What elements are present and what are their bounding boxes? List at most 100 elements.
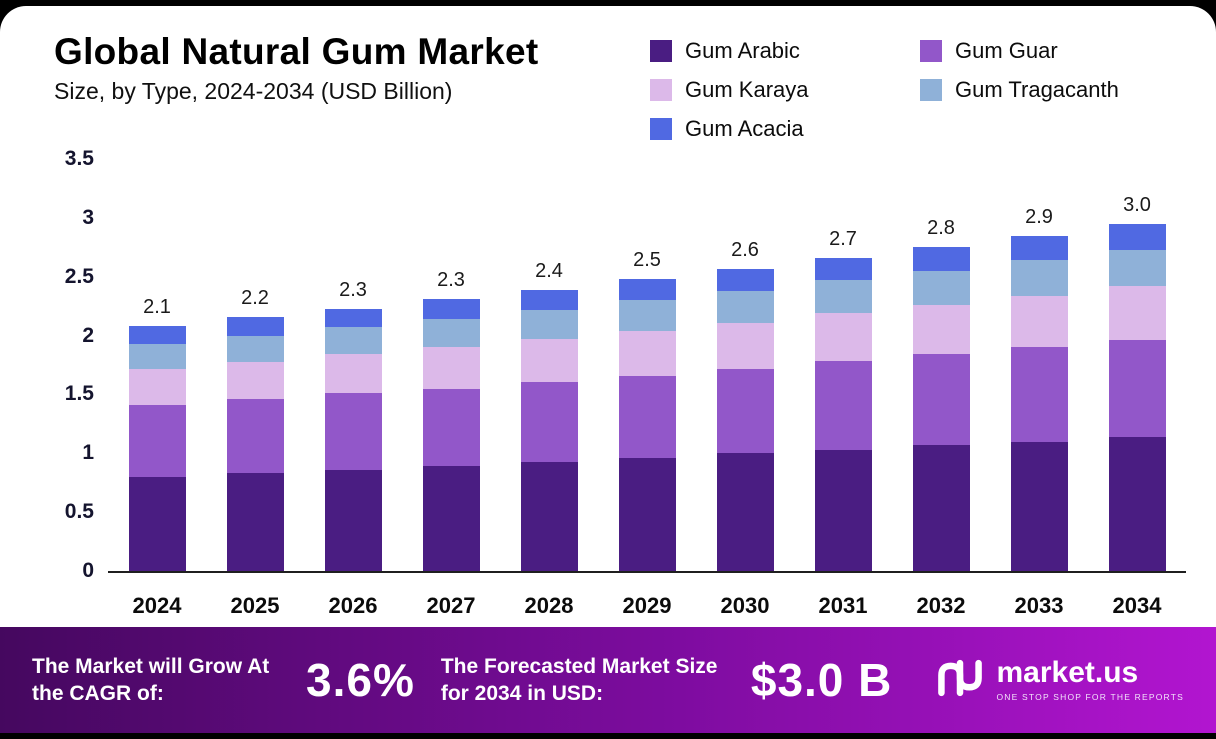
bar-segment [814, 361, 872, 450]
bar-segment [324, 393, 382, 470]
plot-area: 2.1 2.2 2.3 2.3 2.4 2.5 2.6 2.7 2.8 2.9 3.0 [108, 159, 1186, 573]
x-axis: 2024 2025 2026 2027 2028 2029 2030 2031 2032 2033… [108, 573, 1186, 619]
bar-stack [422, 299, 480, 571]
bar-total-label: 3.0 [1123, 193, 1151, 216]
bar-segment [422, 299, 480, 320]
bar-segment [814, 313, 872, 362]
legend-swatch [920, 79, 942, 101]
bar-segment [1108, 340, 1166, 437]
bar-slot: 2.8 [892, 159, 990, 571]
bar-segment [520, 339, 578, 382]
legend-item: Gum Acacia [650, 116, 920, 142]
bar-segment [618, 300, 676, 331]
bar-column: 3.0 [1108, 193, 1166, 571]
chart-card: Global Natural Gum Market Size, by Type,… [0, 6, 1216, 627]
bar-column: 2.3 [422, 269, 480, 571]
bar-segment [716, 322, 774, 369]
y-tick-label: 3 [82, 205, 94, 229]
legend-label: Gum Tragacanth [955, 77, 1119, 102]
bar-segment [912, 354, 970, 446]
legend-swatch [650, 118, 672, 140]
brand-text: market.us ONE STOP SHOP FOR THE REPORTS [996, 656, 1184, 703]
legend-item: Gum Tragacanth [920, 77, 1190, 103]
x-tick-label: 2027 [426, 593, 476, 618]
bar-segment [618, 330, 676, 376]
legend-label: Gum Acacia [685, 116, 804, 141]
bar-slot: 2.5 [598, 159, 696, 571]
bar-segment [1108, 249, 1166, 287]
bar-segment [226, 335, 284, 362]
bar-column: 2.8 [912, 217, 970, 571]
bar-segment [128, 343, 186, 369]
bar-segment [1010, 295, 1068, 348]
bar-segment [520, 381, 578, 462]
bar-segment [1010, 347, 1068, 442]
bar-segment [618, 279, 676, 301]
bar-column: 2.9 [1010, 206, 1068, 571]
bar-segment [128, 405, 186, 477]
bar-stack [618, 279, 676, 571]
bar-segment [1108, 286, 1166, 341]
chart-header: Global Natural Gum Market Size, by Type,… [0, 6, 1216, 155]
bar-column: 2.1 [128, 296, 186, 571]
legend-label: Gum Karaya [685, 77, 809, 102]
bar-slot: 3.0 [1088, 159, 1186, 571]
title-block: Global Natural Gum Market Size, by Type,… [54, 31, 539, 105]
bar-stack [1108, 223, 1166, 571]
page-title: Global Natural Gum Market [54, 31, 539, 72]
legend-item: Gum Guar [920, 38, 1190, 64]
x-tick-label: 2029 [622, 593, 672, 618]
legend-item: Gum Karaya [650, 77, 920, 103]
x-tick-label: 2025 [230, 593, 280, 618]
legend-label: Gum Guar [955, 38, 1058, 63]
bar-segment [912, 247, 970, 271]
bar-slot: 2.6 [696, 159, 794, 571]
legend-label: Gum Arabic [685, 38, 800, 63]
y-axis: 3.5 3 2.5 2 1.5 1 0.5 0 [46, 147, 98, 582]
bar-segment [520, 461, 578, 571]
x-tick-label: 2026 [328, 593, 378, 618]
bar-stack [324, 308, 382, 571]
bar-segment [814, 257, 872, 281]
bar-segment [912, 270, 970, 305]
bar-segment [716, 268, 774, 291]
bar-total-label: 2.5 [633, 249, 661, 272]
bar-segment [814, 280, 872, 314]
brand-name: market.us [996, 656, 1139, 689]
bar-segment [324, 308, 382, 328]
bar-segment [128, 476, 186, 571]
bar-stack [226, 316, 284, 571]
bar-total-label: 2.3 [339, 278, 367, 301]
bar-segment [618, 458, 676, 571]
bar-stack [814, 257, 872, 571]
bar-stack [520, 289, 578, 571]
bar-total-label: 2.1 [143, 296, 171, 319]
bar-segment [716, 290, 774, 323]
bar-slot: 2.7 [794, 159, 892, 571]
bar-segment [912, 445, 970, 571]
brand-logo: market.us ONE STOP SHOP FOR THE REPORTS [934, 657, 1184, 704]
bar-segment [716, 453, 774, 571]
forecast-value: $3.0 B [750, 654, 893, 706]
bar-column: 2.5 [618, 249, 676, 571]
footer-banner: The Market will Grow At the CAGR of: 3.6… [0, 627, 1216, 733]
bar-segment [1010, 260, 1068, 296]
bar-column: 2.2 [226, 287, 284, 571]
bar-segment [912, 304, 970, 355]
x-tick-label: 2030 [720, 593, 770, 618]
legend: Gum Arabic Gum Guar Gum Karaya Gum Tragacan… [650, 32, 1190, 155]
bar-stack [1010, 235, 1068, 571]
page-subtitle: Size, by Type, 2024-2034 (USD Billion) [54, 77, 453, 104]
x-tick-label: 2031 [818, 593, 868, 618]
bar-segment [226, 361, 284, 400]
bar-segment [226, 399, 284, 474]
cagr-label: The Market will Grow At the CAGR of: [32, 654, 270, 705]
bar-segment [520, 289, 578, 310]
bar-total-label: 2.7 [829, 227, 857, 250]
y-tick-label: 2.5 [64, 264, 94, 288]
bar-total-label: 2.6 [731, 238, 759, 261]
forecast-label: The Forecasted Market Size for 2034 in U… [440, 654, 718, 705]
cagr-value: 3.6% [306, 654, 415, 706]
y-tick-label: 2 [82, 323, 94, 347]
y-tick-label: 1.5 [64, 382, 94, 406]
